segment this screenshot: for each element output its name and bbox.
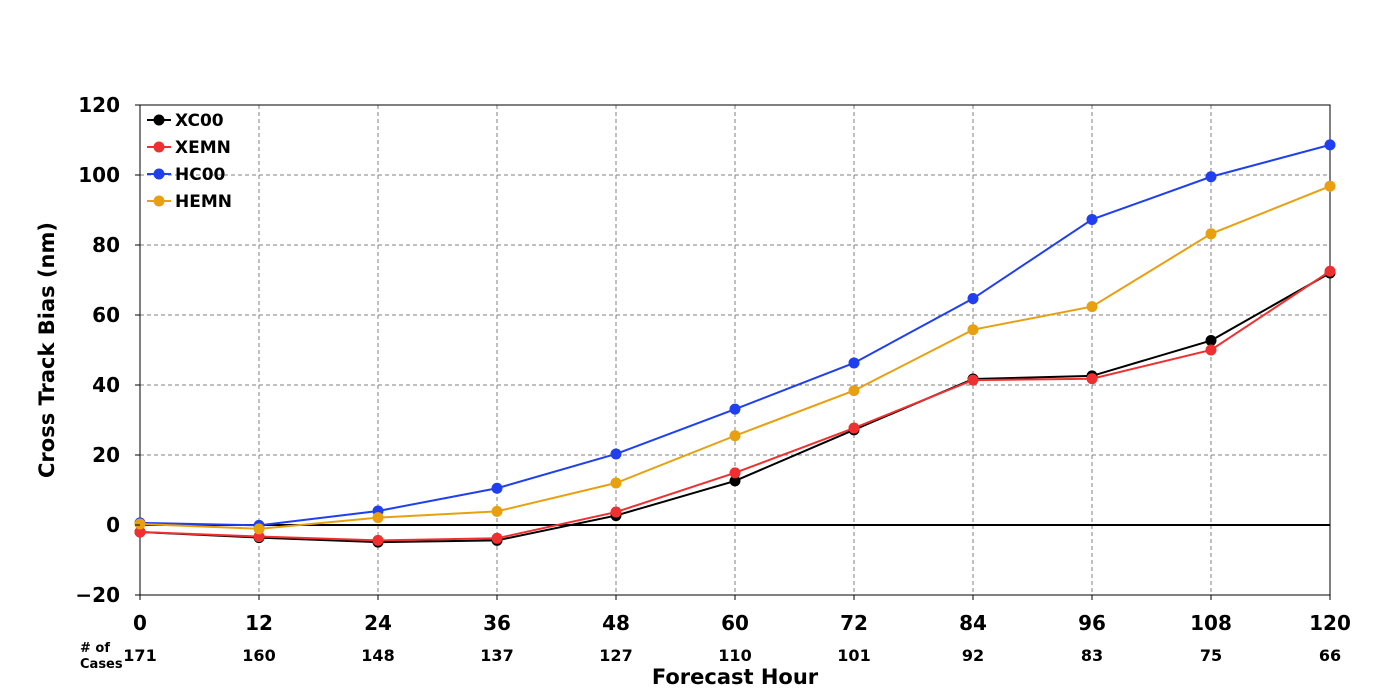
case-count-label: 83	[1081, 646, 1103, 665]
data-point	[1205, 228, 1217, 240]
y-tick-label: 20	[92, 443, 120, 467]
data-point	[610, 506, 622, 518]
data-point	[1324, 180, 1336, 192]
case-count-label: 127	[599, 646, 632, 665]
x-tick-label: 72	[840, 611, 868, 635]
y-tick-label: −20	[75, 583, 120, 607]
x-tick-label: 84	[959, 611, 987, 635]
series-hemn	[134, 180, 1336, 535]
data-point	[729, 475, 741, 487]
case-count-label: 92	[962, 646, 984, 665]
x-tick-label: 36	[483, 611, 511, 635]
legend-item-hemn: HEMN	[147, 192, 232, 212]
data-point	[967, 374, 979, 386]
x-tick-label: 48	[602, 611, 630, 635]
y-tick-label: 60	[92, 303, 120, 327]
legend-label: XC00	[175, 111, 224, 131]
data-series	[134, 139, 1336, 548]
data-point	[372, 534, 384, 546]
data-point	[848, 385, 860, 397]
legend-item-hc00: HC00	[147, 165, 226, 185]
data-point	[729, 430, 741, 442]
data-point	[1324, 139, 1336, 151]
data-point	[610, 477, 622, 489]
case-count-label: 101	[837, 646, 870, 665]
series-xemn	[134, 265, 1336, 546]
legend-label: XEMN	[175, 138, 231, 158]
y-tick-label: 80	[92, 233, 120, 257]
y-tick-label: 100	[78, 163, 120, 187]
x-tick-label: 24	[364, 611, 392, 635]
legend-marker	[153, 195, 165, 207]
data-point	[1086, 213, 1098, 225]
data-point	[1205, 335, 1217, 347]
data-point	[729, 403, 741, 415]
legend: XC00 XEMN HC00 HEMN	[147, 111, 232, 212]
data-point	[253, 523, 265, 535]
y-tick-label: 40	[92, 373, 120, 397]
y-tick-label: 120	[78, 93, 120, 117]
data-point	[491, 482, 503, 494]
data-point	[967, 293, 979, 305]
cases-label-line2: Cases	[80, 657, 123, 672]
x-tick-label: 12	[245, 611, 273, 635]
legend-marker	[153, 114, 165, 126]
data-point	[1205, 171, 1217, 183]
data-point	[1086, 373, 1098, 385]
y-tick-label: 0	[106, 513, 120, 537]
data-point	[848, 357, 860, 369]
data-point	[134, 526, 146, 538]
data-point	[967, 324, 979, 336]
x-tick-label: 60	[721, 611, 749, 635]
y-axis-ticks: −20 0 20 40 60 80 100 120	[75, 93, 140, 607]
legend-marker	[153, 168, 165, 180]
case-count-label: 110	[718, 646, 751, 665]
x-tick-label: 96	[1078, 611, 1106, 635]
data-point	[1086, 301, 1098, 313]
case-count-label: 148	[361, 646, 394, 665]
data-point	[491, 505, 503, 517]
data-point	[253, 531, 265, 543]
case-counts-row: 171 160 148 137 127 110 101 92 83 75 66	[123, 646, 1341, 665]
x-tick-label: 0	[133, 611, 147, 635]
x-axis-ticks: 0 12 24 36 48 60 72 84 96 108 120	[133, 595, 1351, 635]
case-count-label: 171	[123, 646, 156, 665]
case-count-label: 66	[1319, 646, 1341, 665]
data-point	[1324, 265, 1336, 277]
data-point	[134, 518, 146, 530]
x-tick-label: 108	[1190, 611, 1232, 635]
x-axis-title: Forecast Hour	[652, 665, 819, 689]
legend-label: HC00	[175, 165, 226, 185]
case-count-label: 137	[480, 646, 513, 665]
data-point	[491, 532, 503, 544]
cases-label-line1: # of	[80, 641, 110, 656]
legend-item-xemn: XEMN	[147, 138, 231, 158]
data-point	[1205, 344, 1217, 356]
data-point	[729, 467, 741, 479]
x-tick-label: 120	[1309, 611, 1351, 635]
data-point	[610, 448, 622, 460]
y-axis-title: Cross Track Bias (nm)	[35, 222, 59, 478]
case-count-label: 75	[1200, 646, 1222, 665]
case-count-label: 160	[242, 646, 275, 665]
data-point	[372, 512, 384, 524]
grid-lines	[140, 105, 1330, 595]
data-point	[848, 422, 860, 434]
legend-item-xc00: XC00	[147, 111, 224, 131]
legend-marker	[153, 141, 165, 153]
legend-label: HEMN	[175, 192, 232, 212]
